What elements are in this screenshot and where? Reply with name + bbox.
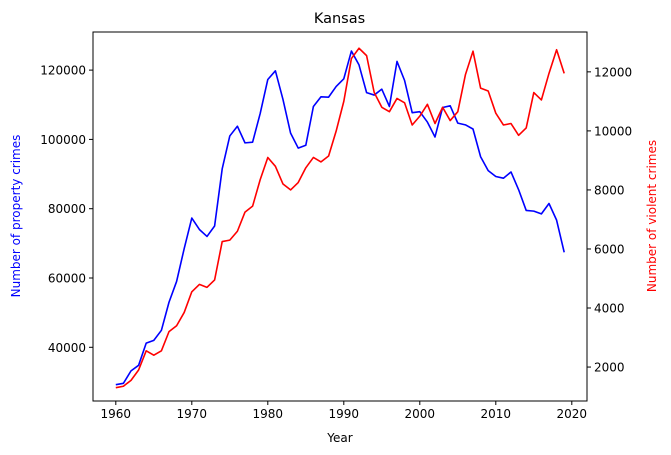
plot-area [115, 47, 565, 389]
left-y-axis-title: Number of property crimes [9, 135, 23, 298]
right-y-axis-title: Number of violent crimes [645, 140, 659, 292]
right-y-tick-label: 6000 [594, 242, 625, 256]
plot-frame [92, 31, 588, 402]
x-axis-title: Year [326, 431, 352, 445]
left-y-tick-label: 80000 [48, 202, 86, 216]
right-y-tick-label: 12000 [594, 65, 632, 79]
x-tick-label: 1970 [177, 407, 208, 421]
axes: 1960 1970 1980 1990 2000 2010 2020 40000 60000 80… [40, 64, 632, 421]
left-y-tick-label: 120000 [40, 64, 86, 78]
x-tick-label: 2020 [557, 407, 588, 421]
violent-crimes-series-line [115, 47, 565, 389]
left-y-tick-label: 100000 [40, 133, 86, 147]
property-crimes-series-line [115, 50, 565, 386]
x-tick-label: 2010 [481, 407, 512, 421]
x-tick-label: 1990 [329, 407, 360, 421]
x-tick-label: 2000 [405, 407, 436, 421]
right-y-tick-label: 2000 [594, 361, 625, 375]
right-y-tick-label: 10000 [594, 124, 632, 138]
right-y-tick-label: 4000 [594, 302, 625, 316]
x-tick-label: 1980 [253, 407, 284, 421]
left-y-tick-label: 40000 [48, 341, 86, 355]
x-tick-label: 1960 [101, 407, 132, 421]
chart-title: Kansas [314, 11, 365, 27]
right-y-tick-label: 8000 [594, 183, 625, 197]
left-y-tick-label: 60000 [48, 272, 86, 286]
